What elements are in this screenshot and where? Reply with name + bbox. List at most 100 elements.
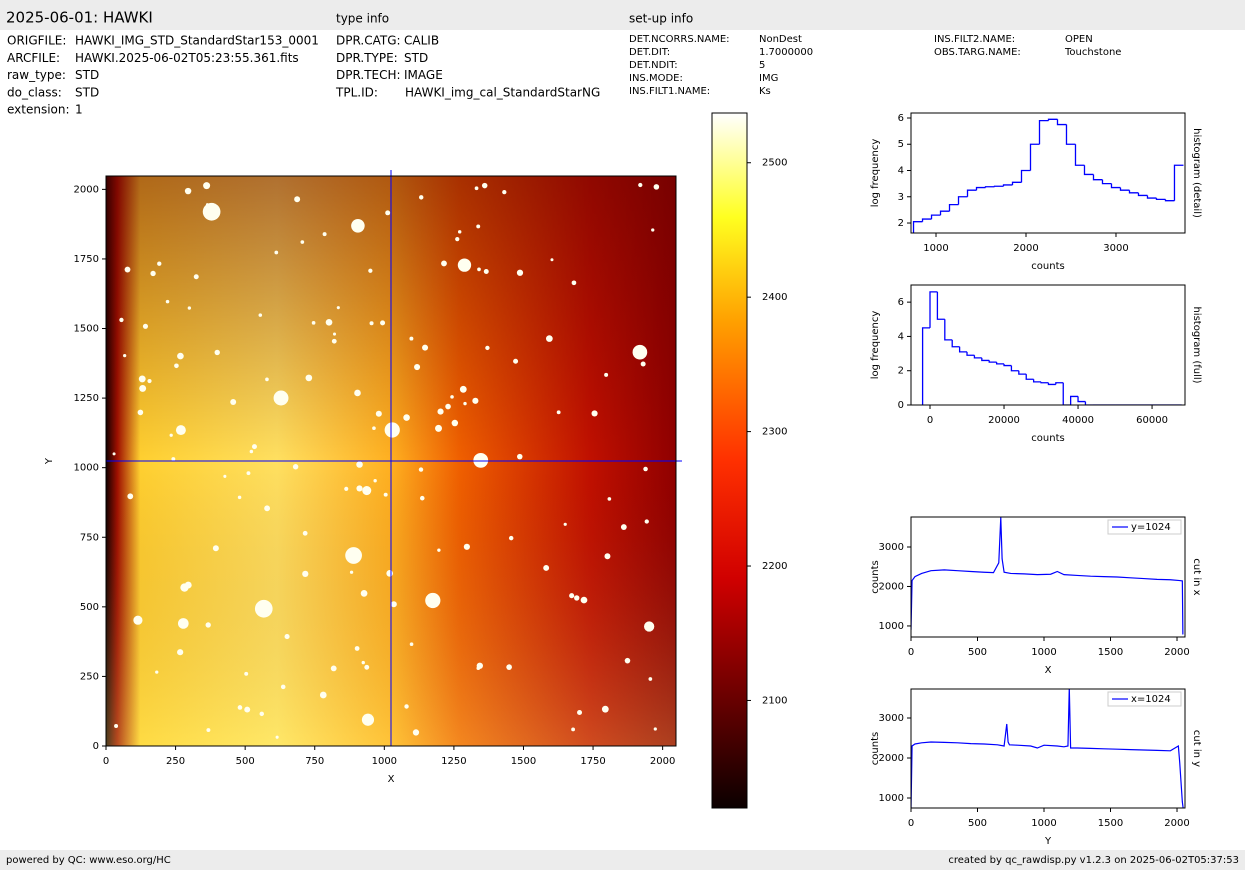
info-value: HAWKI_img_cal_StandardStarNG [405,85,600,99]
x-tick-label: 1000 [1031,647,1056,658]
x-tick-label: 1750 [580,756,605,767]
setup-key: INS.FILT2.NAME: [934,34,1015,45]
legend-label: x=1024 [1131,694,1171,705]
series-line [911,517,1184,635]
star [502,189,507,195]
star [569,593,575,599]
star [653,727,657,731]
histogram-step [988,360,997,363]
y-tick-label: 2300 [762,427,787,438]
star [463,401,467,406]
star [485,345,490,351]
x-tick-label: 500 [968,647,987,658]
info-key: DPR.TECH: [336,68,401,82]
star [369,321,374,326]
star [422,344,429,351]
star [580,596,588,604]
star [384,422,400,438]
histogram-step [1155,198,1166,201]
star [354,389,361,397]
star [601,705,609,713]
x-axis-label: X [1045,665,1052,676]
info-value: CALIB [404,34,439,48]
histogram-step [1083,165,1094,176]
y-tick-label: 1000 [879,793,904,804]
star [300,240,305,244]
histogram-step [975,186,986,191]
footer-text: created by qc_rawdisp.py v1.2.3 on 2025-… [948,855,1239,866]
y-tick-label: 2100 [762,695,787,706]
axes-frame [105,175,677,747]
star [356,485,363,492]
y-tick-label: 2200 [762,561,787,572]
setup-value: Touchstone [1064,47,1121,58]
star [258,313,263,317]
star [171,457,176,461]
star [246,471,251,476]
star [361,713,375,726]
star [280,684,286,690]
star [508,535,514,541]
histogram-step [1029,143,1040,171]
star [274,250,279,255]
x-tick-label: 1500 [511,756,536,767]
star [419,195,424,200]
y-tick-label: 4 [898,166,904,177]
y-axis-label: Y [44,457,55,465]
y-tick-label: 2000 [879,753,904,764]
star [230,399,237,406]
star [386,570,394,577]
info-key: extension: [7,103,70,117]
x-tick-label: 2000 [1164,647,1189,658]
star [463,543,470,550]
legend-label: y=1024 [1131,522,1171,533]
side-label: cut in x [1191,558,1202,595]
star [404,704,409,709]
histogram-step [921,327,931,405]
series-line [911,689,1184,808]
star [373,479,377,483]
x-tick-label: 0 [908,647,914,658]
star [244,706,251,713]
star [455,236,460,242]
star [311,321,316,325]
star [205,203,209,207]
star [364,664,370,670]
star [632,344,648,360]
star [459,385,467,393]
star [275,735,279,739]
star [273,390,289,406]
star [237,705,243,710]
star [150,270,156,277]
star [244,671,249,676]
star [351,219,365,233]
star [644,621,655,632]
star [380,320,386,326]
plot-area [911,689,1184,808]
histogram-step [939,210,950,216]
histogram-step [912,221,923,233]
star [640,361,646,367]
setup-value: Ks [759,86,771,97]
plot-area [912,118,1184,233]
star [651,228,655,232]
histogram-step [944,319,953,341]
star [517,453,523,460]
star [550,258,554,262]
star [305,374,313,382]
header-bar [0,0,1245,30]
star [563,522,567,526]
setup-value: IMG [759,73,778,84]
star [385,210,391,216]
histogram-step [1002,184,1013,187]
star [409,642,414,647]
x-tick-label: 1000 [923,243,948,254]
star [237,495,242,500]
y-tick-label: 1000 [879,621,904,632]
star [362,486,372,496]
y-tick-label: 6 [898,113,904,124]
histogram-step [1101,179,1112,185]
axes-frame [910,688,1186,809]
star [571,280,577,286]
star [361,660,365,665]
